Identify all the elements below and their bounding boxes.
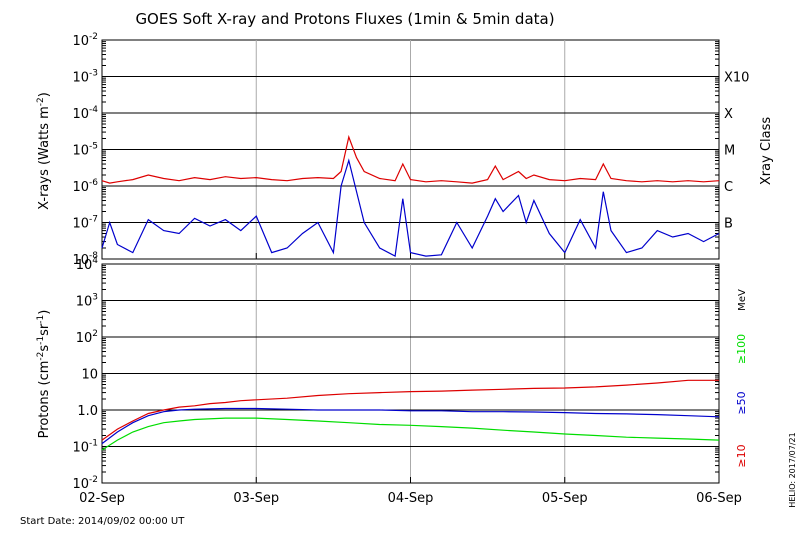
proton-legend-0: ≥10 bbox=[735, 444, 748, 467]
proton-ytick-label: 10-1 bbox=[72, 439, 98, 456]
xray-ytick-label: 10-4 bbox=[72, 105, 98, 122]
credit-label: HELIO: 2017/07/21 bbox=[788, 432, 797, 507]
proton-ytick-label: 102 bbox=[76, 329, 98, 346]
proton-legend-2: ≥100 bbox=[735, 334, 748, 364]
x-tick-label: 02-Sep bbox=[79, 491, 125, 506]
proton-series-1 bbox=[101, 407, 720, 445]
xray-class-x10: X10 bbox=[724, 71, 749, 86]
proton-ytick-label: 1.0 bbox=[77, 404, 98, 419]
xray-class-label: Xray Class bbox=[759, 117, 774, 185]
x-axis: 02-Sep 03-Sep 04-Sep 05-Sep 06-Sep bbox=[79, 253, 742, 506]
proton-ytick-label: 104 bbox=[76, 256, 99, 273]
proton-series-2 bbox=[101, 417, 720, 451]
xray-ytick-label: 10-5 bbox=[72, 142, 98, 159]
xray-ytick-label: 10-7 bbox=[72, 215, 98, 232]
start-date: Start Date: 2014/09/02 00:00 UT bbox=[20, 516, 185, 527]
proton-legend-1: ≥50 bbox=[735, 391, 748, 414]
xray-axis-label: X-rays (Watts m-2) bbox=[36, 92, 52, 210]
proton-ytick-label: 103 bbox=[76, 293, 98, 310]
xray-ytick-label: 10-2 bbox=[72, 32, 98, 49]
xray-series-0 bbox=[101, 134, 720, 184]
proton-ytick-label: 10-2 bbox=[72, 475, 98, 492]
xray-ytick-label: 10-3 bbox=[72, 69, 98, 86]
x-tick-label: 05-Sep bbox=[542, 491, 588, 506]
proton-panel: 104 103 102 10 1.0 10-1 10-2 Protons (cm-2s-1s… bbox=[36, 256, 748, 492]
xray-class-c: C bbox=[724, 180, 733, 195]
proton-ytick-label: 10 bbox=[81, 368, 98, 383]
xray-ytick-label: 10-8 bbox=[72, 251, 98, 268]
xray-class-m: M bbox=[724, 144, 735, 159]
xray-class-x: X bbox=[724, 107, 733, 122]
xray-class-b: B bbox=[724, 217, 733, 232]
chart-title: GOES Soft X-ray and Protons Fluxes (1min… bbox=[135, 10, 554, 28]
xray-panel: 10-2 10-3 10-4 10-5 10-6 10-7 10-8 X10 X M C B X-r… bbox=[36, 32, 774, 268]
proton-series-0 bbox=[101, 379, 719, 441]
xray-series-1 bbox=[101, 158, 720, 258]
proton-axis-label: Protons (cm-2s-1sr-1) bbox=[36, 310, 52, 439]
x-tick-label: 03-Sep bbox=[233, 491, 279, 506]
x-tick-label: 04-Sep bbox=[388, 491, 434, 506]
xray-ytick-label: 10-6 bbox=[72, 178, 98, 195]
proton-unit-label: MeV bbox=[737, 289, 748, 311]
x-tick-label: 06-Sep bbox=[696, 491, 742, 506]
